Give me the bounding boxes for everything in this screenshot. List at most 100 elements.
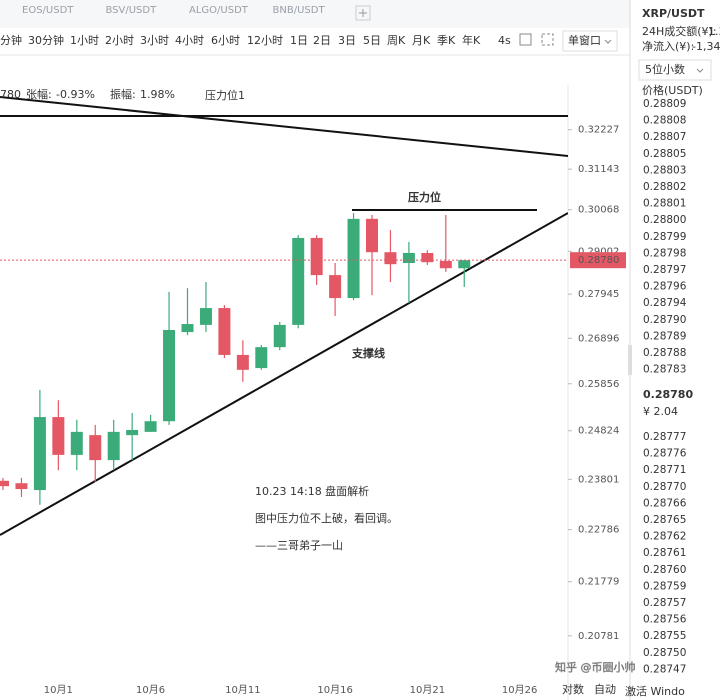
note-line: 10.23 14:18 盘面解析 — [255, 484, 369, 498]
add-tab-button[interactable] — [355, 5, 371, 21]
bid-price: 0.28765 — [643, 514, 686, 526]
window-mode[interactable]: 单窗口 — [568, 33, 601, 47]
last-price-box — [570, 252, 626, 269]
volume: 1.3 — [708, 25, 720, 38]
annotation: 压力位1 — [205, 88, 245, 102]
y-tick-label: 0.26896 — [578, 333, 619, 344]
bid-price: 0.28756 — [643, 614, 687, 626]
inflow: -1,348 — [692, 40, 720, 53]
ask-price: 0.28797 — [643, 264, 686, 276]
interval-button[interactable]: 1小时 — [70, 34, 99, 47]
candle-body — [15, 483, 28, 490]
market-tab[interactable]: BNB/USDT — [273, 5, 326, 16]
candle-body — [89, 435, 102, 461]
interval-button[interactable]: 分钟 — [0, 33, 22, 47]
info-label: 张幅: — [26, 88, 52, 101]
candle-body — [402, 252, 415, 263]
x-tick-label: 10月21 — [410, 684, 445, 696]
x-tick-label: 10月1 — [44, 684, 73, 696]
y-tick-label: 0.21779 — [578, 577, 619, 588]
candle-body — [292, 237, 305, 325]
info-last: 780 — [0, 88, 21, 101]
interval-button[interactable]: 4小时 — [175, 34, 204, 47]
interval-button[interactable]: 5日 — [363, 34, 381, 47]
watermark: 知乎 @币圈小帅 — [555, 660, 636, 674]
bid-price: 0.28766 — [643, 497, 687, 509]
candle-body — [126, 430, 139, 436]
market-tab[interactable]: EOS/USDT — [22, 5, 74, 16]
interval-button[interactable]: 季K — [437, 34, 456, 47]
market-tab[interactable]: ALGO/USDT — [189, 5, 249, 16]
bid-price: 0.28755 — [643, 630, 686, 642]
os-watermark: 激活 Windo — [625, 684, 685, 698]
ask-price: 0.28802 — [643, 181, 686, 193]
interval-button[interactable]: 周K — [387, 34, 406, 47]
resistance-line-1 — [0, 96, 568, 157]
info-label: 振幅: — [110, 87, 136, 101]
precision[interactable]: 5位小数 — [645, 62, 685, 76]
bid-price: 0.28762 — [643, 531, 686, 543]
candle-body — [439, 260, 452, 269]
info-value: -0.93% — [56, 88, 95, 101]
ask-price: 0.28808 — [643, 115, 686, 127]
interval-button[interactable]: 1日 — [290, 34, 308, 47]
interval-button[interactable]: 12小时 — [247, 34, 283, 47]
ask-price: 0.28798 — [643, 247, 686, 259]
interval-button[interactable]: 2日 — [313, 34, 331, 47]
bid-price: 0.28757 — [643, 597, 686, 609]
volume-label: 24H成交额(¥): — [642, 24, 717, 38]
interval-button[interactable]: 30分钟 — [28, 33, 64, 47]
ask-price: 0.28809 — [643, 98, 686, 110]
market-tab[interactable]: BSV/USDT — [106, 5, 158, 16]
candle-body — [329, 275, 342, 299]
candle-body — [310, 237, 323, 276]
ask-price: 0.28799 — [643, 231, 686, 243]
last-price-label: 0.28780 — [578, 255, 619, 266]
y-tick-label: 0.31143 — [578, 164, 619, 175]
candle-body — [199, 308, 212, 325]
precision-select[interactable] — [638, 59, 712, 81]
ask-price: 0.28807 — [643, 131, 686, 143]
log-button[interactable]: 对数 — [562, 682, 584, 696]
bid-price: 0.28759 — [643, 580, 686, 592]
y-tick-label: 0.32227 — [578, 125, 619, 136]
y-tick-label: 0.30068 — [578, 205, 619, 216]
interval-button[interactable]: 6小时 — [211, 34, 240, 47]
bid-price: 0.28776 — [643, 448, 687, 460]
candle-body — [384, 252, 397, 265]
interval-button[interactable]: 月K — [412, 34, 431, 47]
interval-button[interactable]: 年K — [462, 33, 481, 47]
chevron — [604, 39, 612, 44]
candle-body — [181, 324, 194, 333]
bid-price: 0.28747 — [643, 663, 686, 675]
bid-price: 0.28750 — [643, 647, 686, 659]
ask-price: 0.28803 — [643, 164, 686, 176]
refresh-interval[interactable]: 4s — [498, 34, 511, 47]
add-icon — [359, 9, 367, 17]
annotation: 支撑线 — [351, 346, 385, 360]
bid-price: 0.28777 — [643, 431, 686, 443]
candle-body — [163, 329, 176, 422]
x-tick-label: 10月6 — [136, 684, 165, 696]
bid-price: 0.28770 — [643, 481, 686, 493]
ask-price: 0.28796 — [643, 281, 687, 293]
settings-icon[interactable] — [519, 33, 532, 46]
symbol: XRP/USDT — [642, 7, 705, 20]
ask-price: 0.28800 — [643, 214, 686, 226]
splitter-handle[interactable] — [628, 345, 632, 375]
auto-button[interactable]: 自动 — [594, 683, 616, 696]
window-mode-button[interactable] — [562, 30, 618, 52]
annotation: 压力位 — [408, 190, 441, 204]
interval-button[interactable]: 3日 — [338, 34, 356, 47]
info-value: 1.98% — [140, 88, 175, 101]
candle-body — [107, 431, 120, 461]
candle-body — [421, 252, 434, 263]
candle-body — [366, 218, 378, 253]
interval-button[interactable]: 2小时 — [105, 34, 134, 47]
last-price: 0.28780 — [643, 388, 693, 401]
fullscreen-icon[interactable] — [541, 33, 554, 46]
note-line: 图中压力位不上破，看回调。 — [255, 511, 398, 525]
interval-button[interactable]: 3小时 — [140, 34, 169, 47]
last-price-cny: ¥ 2.04 — [643, 405, 678, 418]
